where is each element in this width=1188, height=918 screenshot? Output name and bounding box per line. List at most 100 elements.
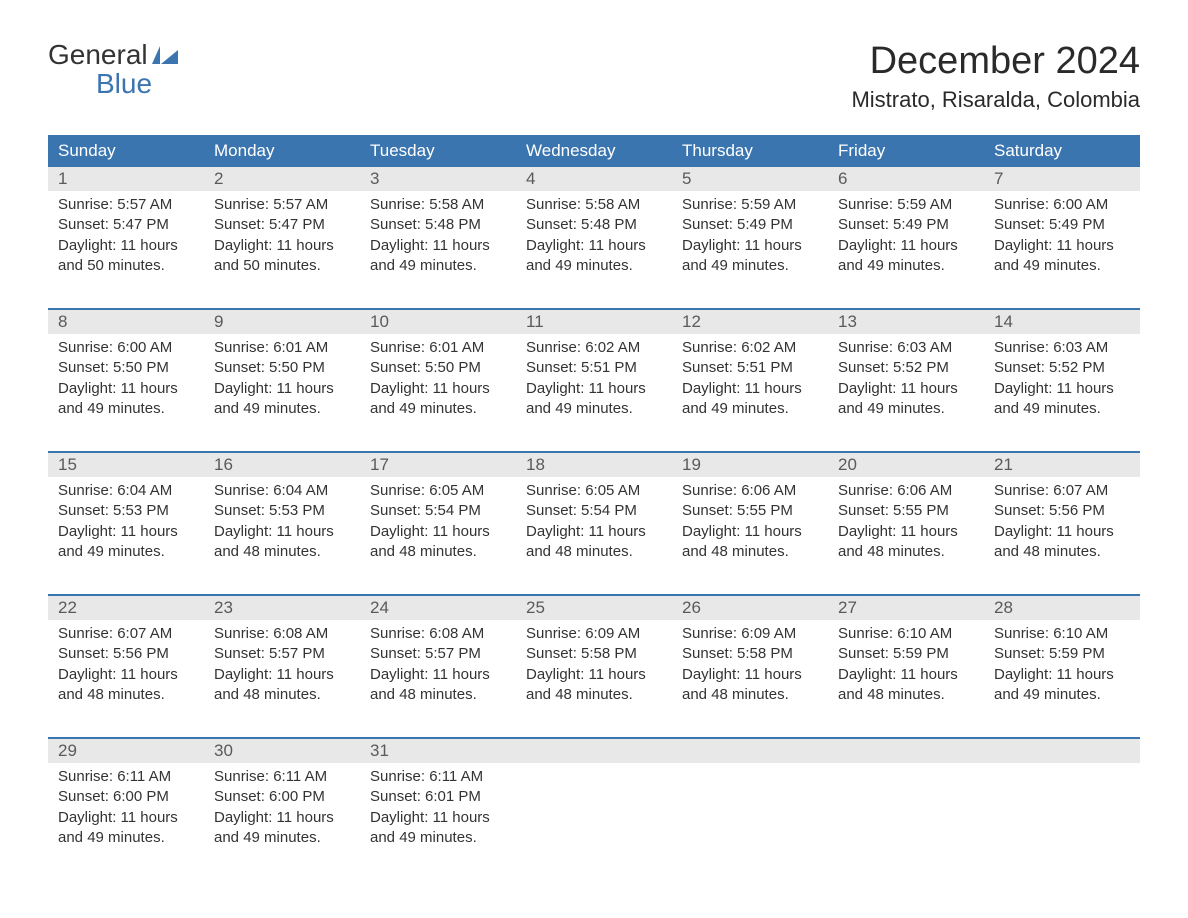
daylight-text-1: Daylight: 11 hours [994, 665, 1130, 685]
logo-word2: Blue [48, 69, 178, 98]
sunset-text: Sunset: 5:48 PM [526, 215, 662, 235]
daylight-text-2: and 49 minutes. [682, 399, 818, 419]
daylight-text-2: and 48 minutes. [370, 542, 506, 562]
sunrise-text: Sunrise: 5:58 AM [370, 195, 506, 215]
sunset-text: Sunset: 5:53 PM [58, 501, 194, 521]
daynum-cell: 2 [204, 167, 360, 191]
daylight-text-2: and 48 minutes. [214, 542, 350, 562]
daynum-cell: 6 [828, 167, 984, 191]
daynum-cell: 4 [516, 167, 672, 191]
day-cell: Sunrise: 5:59 AMSunset: 5:49 PMDaylight:… [828, 191, 984, 282]
day-cell: Sunrise: 5:57 AMSunset: 5:47 PMDaylight:… [204, 191, 360, 282]
day-cell [516, 763, 672, 854]
sunrise-text: Sunrise: 6:04 AM [214, 481, 350, 501]
sunrise-text: Sunrise: 6:11 AM [214, 767, 350, 787]
logo-word1: General [48, 40, 148, 69]
daylight-text-2: and 49 minutes. [370, 828, 506, 848]
daynum-cell: 19 [672, 453, 828, 477]
daylight-text-1: Daylight: 11 hours [526, 665, 662, 685]
daynum-cell: 28 [984, 596, 1140, 620]
day-cell: Sunrise: 6:11 AMSunset: 6:00 PMDaylight:… [48, 763, 204, 854]
sunrise-text: Sunrise: 6:08 AM [214, 624, 350, 644]
sunset-text: Sunset: 5:50 PM [214, 358, 350, 378]
sunset-text: Sunset: 5:57 PM [370, 644, 506, 664]
daynum-cell [516, 739, 672, 763]
day-header: Friday [828, 135, 984, 167]
day-cell: Sunrise: 5:58 AMSunset: 5:48 PMDaylight:… [360, 191, 516, 282]
daynum-cell: 9 [204, 310, 360, 334]
day-cell: Sunrise: 6:05 AMSunset: 5:54 PMDaylight:… [360, 477, 516, 568]
sunrise-text: Sunrise: 5:57 AM [214, 195, 350, 215]
sunrise-text: Sunrise: 6:04 AM [58, 481, 194, 501]
week-block: 293031 Sunrise: 6:11 AMSunset: 6:00 PMDa… [48, 737, 1140, 854]
day-cell: Sunrise: 6:05 AMSunset: 5:54 PMDaylight:… [516, 477, 672, 568]
day-cell: Sunrise: 6:02 AMSunset: 5:51 PMDaylight:… [672, 334, 828, 425]
daylight-text-2: and 49 minutes. [994, 256, 1130, 276]
day-cell: Sunrise: 5:58 AMSunset: 5:48 PMDaylight:… [516, 191, 672, 282]
daylight-text-2: and 50 minutes. [58, 256, 194, 276]
daylight-text-1: Daylight: 11 hours [682, 379, 818, 399]
week-block: 891011121314Sunrise: 6:00 AMSunset: 5:50… [48, 308, 1140, 425]
location: Mistrato, Risaralda, Colombia [851, 87, 1140, 113]
sunset-text: Sunset: 5:49 PM [994, 215, 1130, 235]
day-cell: Sunrise: 6:11 AMSunset: 6:00 PMDaylight:… [204, 763, 360, 854]
daylight-text-2: and 49 minutes. [370, 256, 506, 276]
daynum-cell: 26 [672, 596, 828, 620]
day-cell: Sunrise: 6:03 AMSunset: 5:52 PMDaylight:… [828, 334, 984, 425]
sunrise-text: Sunrise: 6:02 AM [682, 338, 818, 358]
daylight-text-1: Daylight: 11 hours [214, 808, 350, 828]
daylight-text-1: Daylight: 11 hours [838, 522, 974, 542]
daylight-text-2: and 49 minutes. [526, 399, 662, 419]
daylight-text-1: Daylight: 11 hours [526, 522, 662, 542]
sunrise-text: Sunrise: 6:07 AM [58, 624, 194, 644]
daynum-cell: 5 [672, 167, 828, 191]
daylight-text-2: and 49 minutes. [370, 399, 506, 419]
sunrise-text: Sunrise: 6:03 AM [838, 338, 974, 358]
sunset-text: Sunset: 6:00 PM [58, 787, 194, 807]
daylight-text-1: Daylight: 11 hours [370, 808, 506, 828]
daynum-cell: 22 [48, 596, 204, 620]
day-cell: Sunrise: 6:04 AMSunset: 5:53 PMDaylight:… [48, 477, 204, 568]
sunset-text: Sunset: 5:58 PM [526, 644, 662, 664]
sunrise-text: Sunrise: 6:06 AM [838, 481, 974, 501]
day-cell [828, 763, 984, 854]
sunset-text: Sunset: 5:59 PM [838, 644, 974, 664]
daylight-text-2: and 49 minutes. [994, 399, 1130, 419]
sunrise-text: Sunrise: 6:01 AM [214, 338, 350, 358]
sunset-text: Sunset: 5:47 PM [58, 215, 194, 235]
sunset-text: Sunset: 5:58 PM [682, 644, 818, 664]
day-cell: Sunrise: 5:59 AMSunset: 5:49 PMDaylight:… [672, 191, 828, 282]
daylight-text-2: and 49 minutes. [526, 256, 662, 276]
daynum-cell: 30 [204, 739, 360, 763]
day-cell: Sunrise: 5:57 AMSunset: 5:47 PMDaylight:… [48, 191, 204, 282]
day-cell: Sunrise: 6:06 AMSunset: 5:55 PMDaylight:… [828, 477, 984, 568]
daynum-cell: 23 [204, 596, 360, 620]
sunset-text: Sunset: 5:53 PM [214, 501, 350, 521]
daylight-text-1: Daylight: 11 hours [370, 665, 506, 685]
day-cell: Sunrise: 6:09 AMSunset: 5:58 PMDaylight:… [672, 620, 828, 711]
sunset-text: Sunset: 5:56 PM [994, 501, 1130, 521]
daynum-cell: 10 [360, 310, 516, 334]
daylight-text-2: and 48 minutes. [214, 685, 350, 705]
body-row: Sunrise: 5:57 AM Sunset: 5:47 PM Daylight:… [48, 191, 1140, 282]
daylight-text-1: Daylight: 11 hours [214, 236, 350, 256]
daynum-cell: 13 [828, 310, 984, 334]
daynum-cell: 31 [360, 739, 516, 763]
sunset-text: Sunset: 5:50 PM [370, 358, 506, 378]
daylight-text-1: Daylight: 11 hours [838, 379, 974, 399]
daylight-text-1: Daylight: 11 hours [214, 379, 350, 399]
daylight-text-1: Daylight: 11 hours [214, 522, 350, 542]
day-cell: Sunrise: 6:11 AMSunset: 6:01 PMDaylight:… [360, 763, 516, 854]
header: General Blue December 2024 Mistrato, Ris… [48, 40, 1140, 127]
body-row: Sunrise: 6:04 AMSunset: 5:53 PMDaylight:… [48, 477, 1140, 568]
sunrise-text: Sunrise: 6:06 AM [682, 481, 818, 501]
daylight-text-1: Daylight: 11 hours [526, 379, 662, 399]
daylight-text-1: Daylight: 11 hours [58, 522, 194, 542]
daynum-row: 22232425262728 [48, 594, 1140, 620]
week-block: 15161718192021Sunrise: 6:04 AMSunset: 5:… [48, 451, 1140, 568]
daylight-text-2: and 48 minutes. [838, 685, 974, 705]
daynum-cell: 20 [828, 453, 984, 477]
body-row: Sunrise: 6:00 AMSunset: 5:50 PMDaylight:… [48, 334, 1140, 425]
daylight-text-2: and 48 minutes. [682, 542, 818, 562]
daynum-row: 891011121314 [48, 308, 1140, 334]
